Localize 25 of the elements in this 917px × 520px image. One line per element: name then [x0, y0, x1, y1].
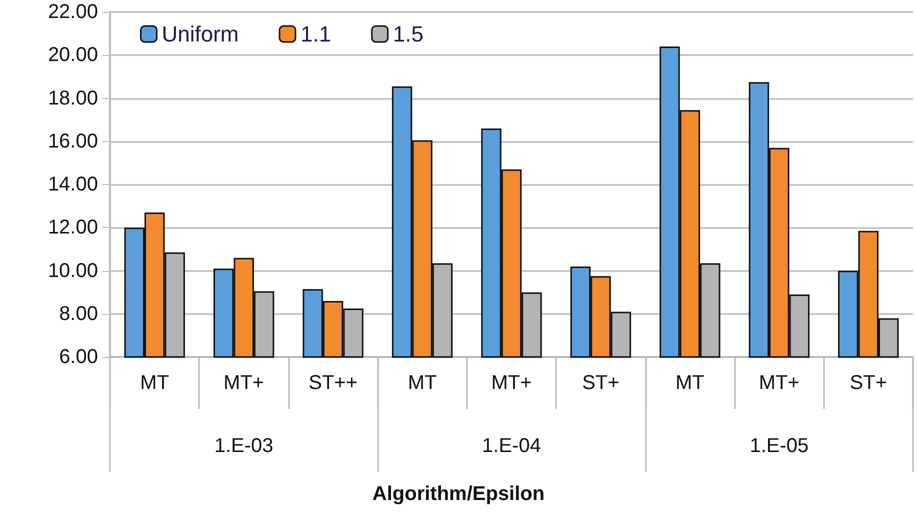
y-tick-label: 14.00	[48, 174, 98, 196]
y-tick-label: 22.00	[48, 1, 98, 23]
y-tick-label: 20.00	[48, 44, 98, 66]
y-tick-label: 6.00	[59, 346, 98, 368]
text: 1.E-03	[214, 435, 274, 457]
text: 1.E-05	[750, 435, 809, 457]
x-tick-label: MT	[140, 372, 170, 394]
y-tick-label: 12.00	[48, 216, 98, 239]
y-tick-label: 8.00	[59, 302, 98, 325]
legend-label: Uniform	[162, 22, 239, 46]
x-tick-label: MT+	[224, 372, 264, 394]
x-tick-label: MT+	[491, 372, 532, 394]
y-tick-label: 18.00	[48, 87, 98, 110]
text: 1.E-04	[482, 435, 541, 457]
x-tick-label: ST+	[850, 372, 888, 394]
x-tick-label: ST++	[308, 372, 358, 394]
x-axis-title: Algorithm/Epsilon	[372, 483, 545, 505]
x-tick-label: ST+	[582, 372, 620, 394]
y-tick-label: 10.00	[48, 260, 98, 282]
x-tick-label: MT	[676, 372, 704, 394]
legend-label: 1.1	[300, 22, 332, 46]
y-tick-label: 16.00	[48, 130, 98, 152]
legend-label: 1.5	[392, 22, 424, 46]
x-tick-label: MT	[408, 372, 437, 394]
x-tick-label: MT+	[758, 372, 800, 394]
